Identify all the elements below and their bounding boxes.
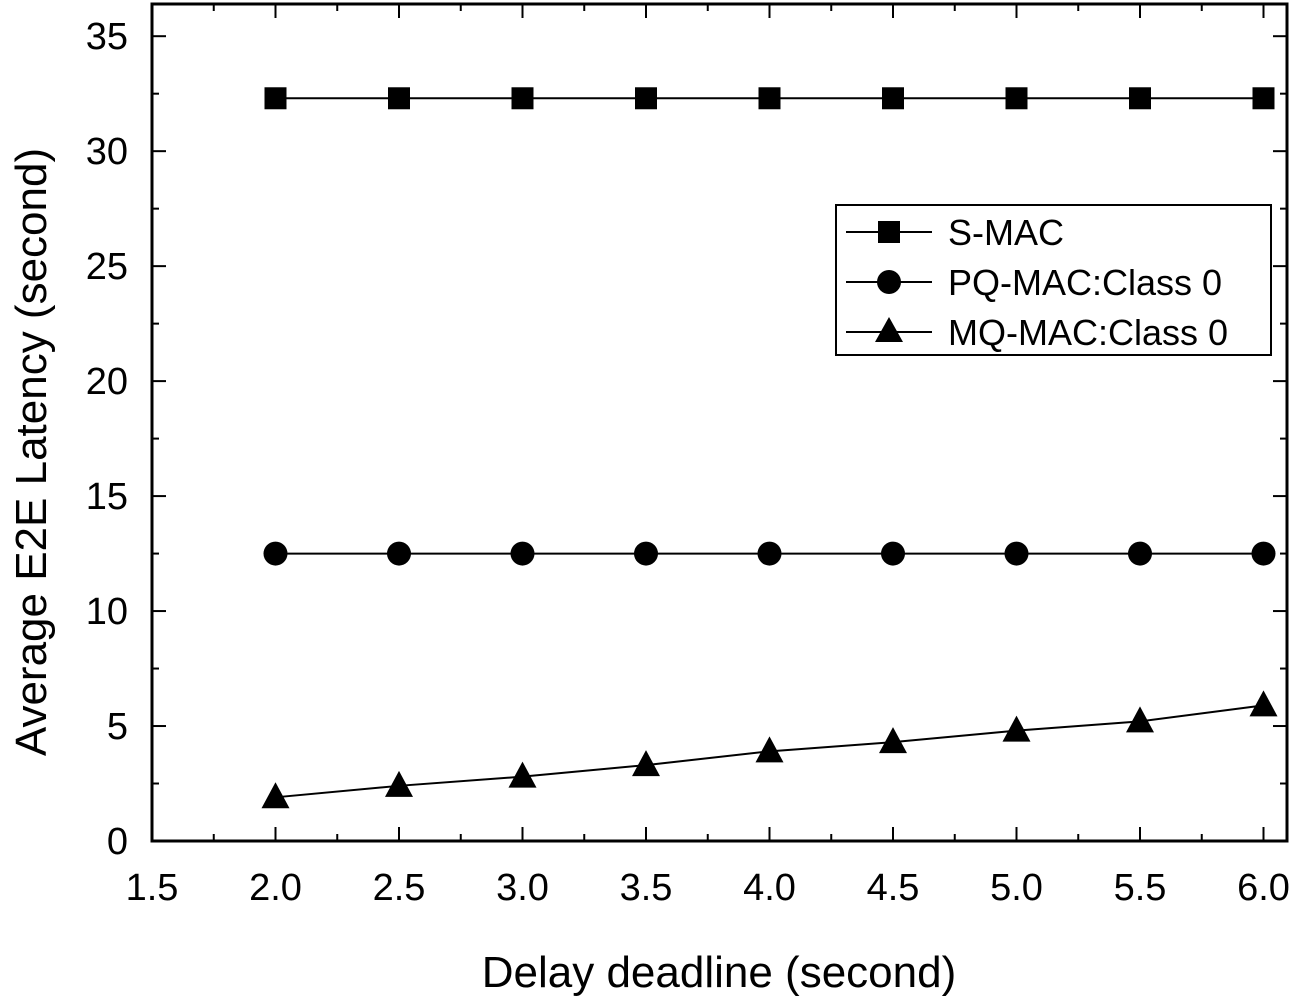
x-tick-label: 4.0 bbox=[743, 867, 796, 909]
data-point-square bbox=[1129, 87, 1151, 110]
data-point-triangle bbox=[1126, 706, 1154, 733]
data-point-square bbox=[1252, 87, 1275, 110]
plot-frame bbox=[150, 2, 1289, 843]
data-point-square bbox=[635, 87, 657, 110]
y-tick-label: 35 bbox=[86, 16, 128, 58]
data-point-circle bbox=[634, 541, 658, 566]
y-tick-label: 15 bbox=[86, 476, 128, 518]
data-point-circle bbox=[387, 541, 411, 566]
data-point-square bbox=[511, 87, 534, 110]
y-tick-label: 25 bbox=[86, 246, 128, 288]
legend-marker-s-mac bbox=[878, 221, 900, 243]
data-point-circle bbox=[263, 541, 288, 566]
legend-marker-mq-mac bbox=[875, 317, 903, 342]
data-point-square bbox=[882, 87, 904, 110]
data-point-triangle bbox=[1249, 690, 1278, 717]
data-point-triangle bbox=[1002, 715, 1031, 742]
legend-label-mq-mac: MQ-MAC:Class 0 bbox=[948, 312, 1228, 353]
legend-marker-pq-mac bbox=[877, 270, 901, 294]
x-tick-label: 2.0 bbox=[249, 867, 302, 909]
data-point-circle bbox=[881, 541, 905, 566]
legend-label-pq-mac: PQ-MAC:Class 0 bbox=[948, 262, 1222, 303]
data-point-circle bbox=[757, 541, 782, 566]
y-tick-label: 0 bbox=[107, 821, 128, 863]
legend-box bbox=[835, 204, 1272, 356]
data-point-circle bbox=[1004, 541, 1029, 566]
data-point-triangle bbox=[879, 727, 907, 754]
x-axis-title: Delay deadline (second) bbox=[482, 948, 957, 997]
x-axis: 1.5 2.0 2.5 3.0 3.5 4.0 4.5 5.0 5.5 6.0 bbox=[126, 4, 1290, 909]
y-axis-title: Average E2E Latency (second) bbox=[7, 148, 56, 756]
data-point-square bbox=[1005, 87, 1028, 110]
y-tick-label: 10 bbox=[86, 591, 128, 633]
data-point-square bbox=[264, 87, 287, 110]
data-point-triangle bbox=[385, 770, 413, 797]
x-tick-label: 4.5 bbox=[867, 867, 920, 909]
x-tick-label: 5.5 bbox=[1114, 867, 1167, 909]
data-point-triangle bbox=[508, 761, 537, 788]
y-tick-label: 5 bbox=[107, 706, 128, 748]
x-tick-label: 6.0 bbox=[1237, 867, 1290, 909]
data-point-square bbox=[388, 87, 410, 110]
x-tick-label: 3.5 bbox=[620, 867, 673, 909]
data-point-triangle bbox=[755, 736, 784, 763]
data-point-triangle bbox=[632, 750, 660, 777]
data-point-circle bbox=[510, 541, 535, 566]
x-tick-label: 2.5 bbox=[373, 867, 426, 909]
x-tick-label: 3.0 bbox=[496, 867, 549, 909]
legend: S-MAC PQ-MAC:Class 0 MQ-MAC:Class 0 bbox=[835, 204, 1272, 356]
y-axis: 0 5 10 15 20 25 30 35 bbox=[86, 16, 1287, 863]
y-tick-label: 30 bbox=[86, 131, 128, 173]
legend-label-s-mac: S-MAC bbox=[948, 212, 1064, 253]
data-point-circle bbox=[1251, 541, 1276, 566]
data-point-triangle bbox=[261, 782, 290, 809]
x-tick-label: 1.5 bbox=[126, 867, 179, 909]
data-point-circle bbox=[1128, 541, 1152, 566]
series-layer bbox=[261, 87, 1278, 809]
y-tick-label: 20 bbox=[86, 361, 128, 403]
data-point-square bbox=[758, 87, 781, 110]
x-tick-label: 5.0 bbox=[990, 867, 1043, 909]
